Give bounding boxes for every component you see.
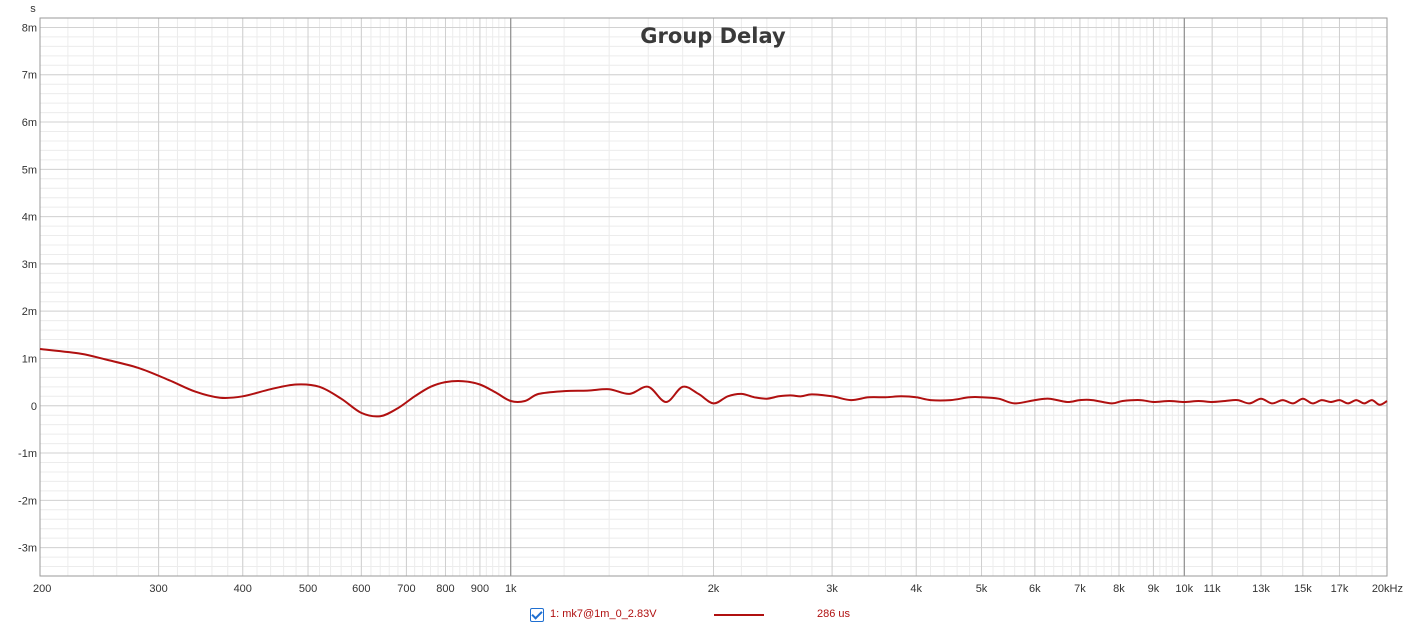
- plot-area-border: [39, 17, 1388, 577]
- y-tick-label: -3m: [18, 543, 37, 555]
- y-tick-label: 2m: [22, 306, 37, 318]
- x-tick-label: 3k: [826, 583, 838, 595]
- x-tick-label: 6k: [1029, 583, 1041, 595]
- y-tick-label: 0: [31, 401, 37, 413]
- y-tick-label: 4m: [22, 212, 37, 224]
- legend-series-value: 286 us: [817, 608, 851, 620]
- y-axis-unit-label: s: [30, 3, 36, 15]
- group-delay-chart: 8m 7m 6m 5m 4m 3m 2m 1m 0 -1m -2m -3m 200 300 400 500 6…: [0, 0, 1407, 606]
- x-tick-label: 4k: [910, 583, 922, 595]
- x-tick-label: 17k: [1331, 583, 1349, 595]
- chart-background: [0, 0, 1407, 606]
- chart-title: Group Delay: [640, 24, 786, 48]
- x-tick-label: 400: [234, 583, 252, 595]
- x-tick-label: 300: [149, 583, 167, 595]
- x-tick-label: 2k: [708, 583, 720, 595]
- y-tick-label: 1m: [22, 353, 37, 365]
- y-tick-label: 7m: [22, 70, 37, 82]
- y-tick-label: 3m: [22, 259, 37, 271]
- x-tick-labels: 200 300 400 500 600 700 800 900 1k 2k 3k 4k 5k 6k 7k 8k…: [33, 583, 1403, 595]
- x-tick-label: 10k: [1175, 583, 1193, 595]
- x-tick-label: 9k: [1148, 583, 1160, 595]
- x-tick-label: 7k: [1074, 583, 1086, 595]
- x-tick-label: 600: [352, 583, 370, 595]
- x-tick-label: 15k: [1294, 583, 1312, 595]
- series-line: [39, 348, 1388, 418]
- x-tick-label: 700: [397, 583, 415, 595]
- x-tick-label: 13k: [1252, 583, 1270, 595]
- major-grid: [40, 18, 1387, 576]
- series-group: [39, 348, 1388, 418]
- y-tick-label: 6m: [22, 117, 37, 129]
- y-tick-label: 8m: [22, 22, 37, 34]
- legend-series-name[interactable]: 1: mk7@1m_0_2.83V: [550, 608, 657, 620]
- legend: 1: mk7@1m_0_2.83V 286 us: [0, 606, 1407, 624]
- x-tick-label: 200: [33, 583, 51, 595]
- x-tick-label: 1k: [505, 583, 517, 595]
- x-tick-label: 800: [436, 583, 454, 595]
- series-visibility-checkbox[interactable]: [530, 608, 544, 622]
- y-tick-label: -1m: [18, 448, 37, 460]
- x-tick-label: 900: [471, 583, 489, 595]
- y-tick-label: -2m: [18, 495, 37, 507]
- x-tick-label: 8k: [1113, 583, 1125, 595]
- x-tick-label: 20kHz: [1372, 583, 1403, 595]
- x-tick-label: 11k: [1204, 583, 1221, 595]
- y-tick-labels: 8m 7m 6m 5m 4m 3m 2m 1m 0 -1m -2m -3m: [18, 22, 37, 554]
- y-tick-label: 5m: [22, 164, 37, 176]
- x-tick-label: 5k: [976, 583, 988, 595]
- legend-line-swatch: [714, 614, 764, 616]
- x-tick-label: 500: [299, 583, 317, 595]
